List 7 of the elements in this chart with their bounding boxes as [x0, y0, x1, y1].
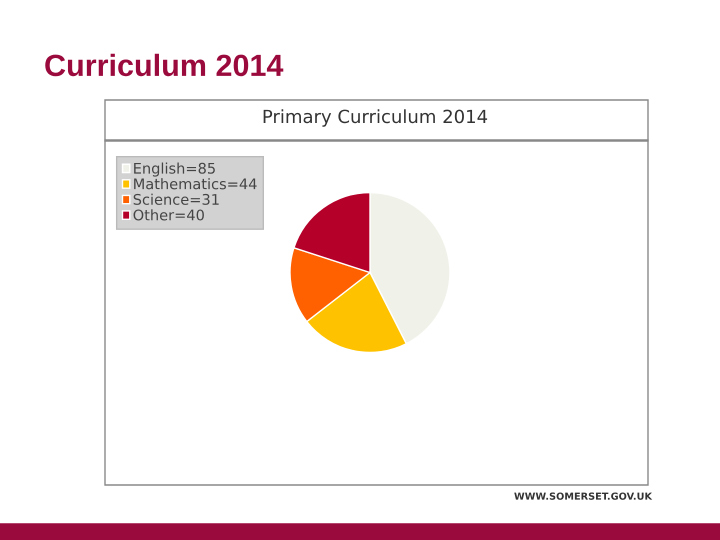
legend-label: Mathematics=44 — [134, 178, 257, 190]
text: WWW.SOMERSET.GOV.UK — [514, 492, 652, 500]
legend-label: Science=31 — [134, 194, 219, 205]
chart-title: Curriculum 2014 — [45, 54, 284, 76]
chart-subtitle: Primary Curriculum 2014 — [264, 109, 488, 127]
legend-label: English=85 — [134, 162, 215, 177]
legend-label: Other=40 — [134, 209, 204, 221]
